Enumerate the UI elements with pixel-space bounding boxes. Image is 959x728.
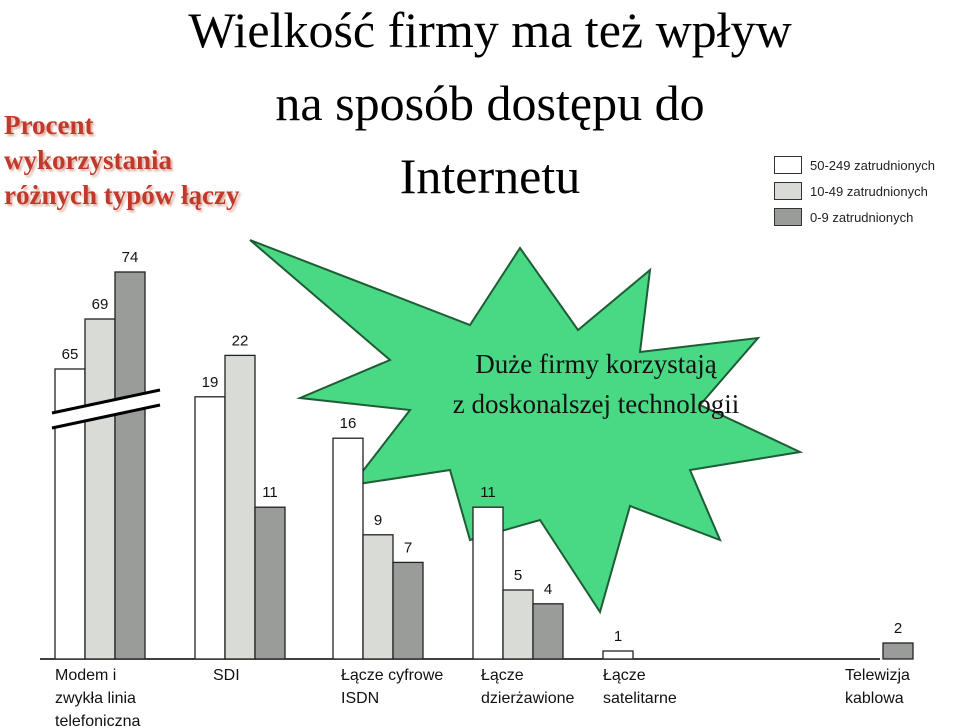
callout-burst bbox=[249, 239, 804, 615]
bar-10-49-0 bbox=[84, 318, 116, 660]
data-label-0-3: 11 bbox=[480, 484, 496, 501]
data-label-1-0: 69 bbox=[92, 296, 109, 313]
side-label-line-1: Procent bbox=[4, 110, 94, 140]
data-label-0-0: 65 bbox=[62, 346, 79, 363]
legend-swatch-medium bbox=[774, 182, 802, 200]
legend-label-small: 0-9 zatrudnionych bbox=[810, 209, 914, 225]
page-title: Wielkość firmy ma też wpływ na sposób do… bbox=[110, 0, 870, 213]
data-label-0-2: 16 bbox=[340, 415, 357, 432]
title-line-2: na sposób dostępu do bbox=[275, 75, 705, 131]
bar-10-49-1 bbox=[224, 354, 256, 660]
data-label-1-2: 9 bbox=[374, 512, 382, 529]
bar-10-49-2 bbox=[362, 534, 394, 660]
data-label-2-3: 4 bbox=[544, 581, 552, 598]
category-label-2-1: ISDN bbox=[341, 690, 379, 707]
callout-line-2: z doskonalszej technologii bbox=[453, 389, 739, 419]
bar-0-9-1 bbox=[254, 506, 286, 660]
data-label-0-4: 1 bbox=[614, 628, 622, 645]
category-label-5-0: Telewizja bbox=[845, 667, 910, 684]
data-label-1-3: 5 bbox=[514, 567, 522, 584]
axis-break-mark bbox=[51, 388, 161, 430]
category-label-3-1: dzierżawione bbox=[481, 690, 574, 707]
data-label-1-1: 22 bbox=[232, 332, 249, 349]
chart-legend: 50-249 zatrudnionych 10-49 zatrudnionych… bbox=[774, 152, 959, 230]
category-label-2-0: Łącze cyfrowe bbox=[341, 667, 443, 684]
bar-50-249-1 bbox=[194, 396, 226, 660]
category-label-4-0: Łącze bbox=[603, 667, 646, 684]
bar-50-249-4 bbox=[602, 650, 634, 660]
legend-swatch-large bbox=[774, 156, 802, 174]
title-line-1: Wielkość firmy ma też wpływ bbox=[188, 2, 792, 58]
bar-0-9-3 bbox=[532, 603, 564, 660]
legend-item-small: 0-9 zatrudnionych bbox=[774, 204, 959, 230]
bar-10-49-3 bbox=[502, 589, 534, 660]
side-label: Procent wykorzystania różnych typów łącz… bbox=[4, 108, 239, 213]
bar-50-249-3 bbox=[472, 506, 504, 660]
data-label-2-2: 7 bbox=[404, 539, 412, 556]
category-label-4-1: satelitarne bbox=[603, 690, 677, 707]
data-label-2-1: 11 bbox=[262, 484, 278, 501]
data-label-2-5: 2 bbox=[894, 620, 902, 637]
bar-0-9-2 bbox=[392, 561, 424, 660]
legend-item-large: 50-249 zatrudnionych bbox=[774, 152, 959, 178]
category-label-5-1: kablowa bbox=[845, 690, 904, 707]
data-label-2-0: 74 bbox=[122, 249, 139, 266]
legend-swatch-small bbox=[774, 208, 802, 226]
callout-line-1: Duże firmy korzystają bbox=[475, 349, 717, 379]
category-label-3-0: Łącze bbox=[481, 667, 524, 684]
side-label-line-2: wykorzystania bbox=[4, 145, 172, 175]
legend-label-medium: 10-49 zatrudnionych bbox=[810, 183, 928, 199]
side-label-line-3: różnych typów łączy bbox=[4, 180, 240, 210]
axis-break-gap bbox=[52, 391, 160, 427]
legend-item-medium: 10-49 zatrudnionych bbox=[774, 178, 959, 204]
title-line-3: Internetu bbox=[399, 148, 581, 204]
bar-0-9-5 bbox=[882, 642, 914, 660]
legend-label-large: 50-249 zatrudnionych bbox=[810, 157, 936, 173]
category-label-0-2: telefoniczna bbox=[55, 713, 140, 728]
data-label-0-1: 19 bbox=[202, 374, 219, 391]
category-label-1-0: SDI bbox=[213, 667, 240, 684]
category-label-0-0: Modem i bbox=[55, 667, 116, 684]
bar-50-249-2 bbox=[332, 437, 364, 660]
bar-0-9-0 bbox=[114, 271, 146, 660]
category-label-0-1: zwykła linia bbox=[55, 690, 136, 707]
